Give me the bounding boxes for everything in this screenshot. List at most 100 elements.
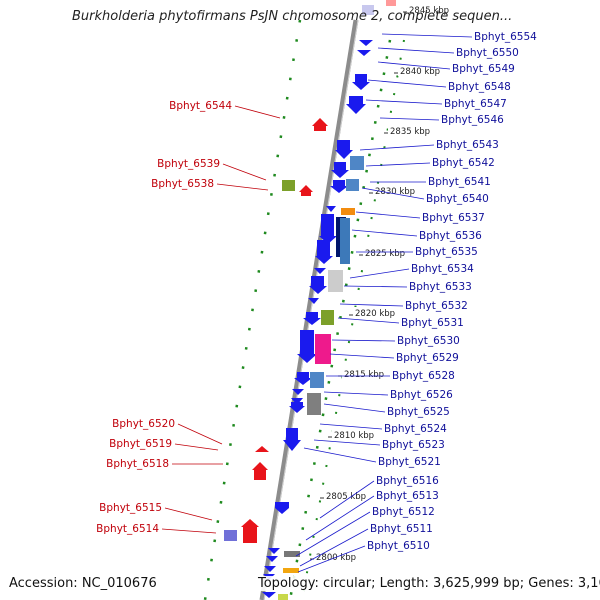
gene-label-right[interactable]: Bphyt_6510 bbox=[367, 540, 430, 552]
gene-label-right[interactable]: Bphyt_6536 bbox=[419, 230, 482, 242]
ruler-label-bg bbox=[373, 185, 421, 196]
gene-label-right[interactable]: Bphyt_6512 bbox=[372, 506, 435, 518]
gene-label-right[interactable]: Bphyt_6532 bbox=[405, 300, 468, 312]
gene-label-left[interactable]: Bphyt_6538 bbox=[151, 178, 214, 190]
gene-features[interactable] bbox=[224, 0, 396, 600]
gene-label-right[interactable]: Bphyt_6534 bbox=[411, 263, 474, 275]
gene-feature-steelblue[interactable] bbox=[310, 372, 324, 388]
gene-feature-reverse[interactable] bbox=[264, 566, 276, 572]
leader-line bbox=[174, 443, 219, 451]
gene-feature-forward[interactable] bbox=[255, 446, 269, 452]
gene-label-right[interactable]: Bphyt_6529 bbox=[396, 352, 459, 364]
gene-feature-reverse[interactable] bbox=[308, 298, 319, 304]
gene-label-right[interactable]: Bphyt_6533 bbox=[409, 281, 472, 293]
gene-label-right[interactable]: Bphyt_6537 bbox=[422, 212, 485, 224]
gene-label-right[interactable]: Bphyt_6530 bbox=[397, 335, 460, 347]
gene-feature-reverse[interactable] bbox=[357, 50, 371, 56]
right-leader-lines bbox=[295, 33, 473, 573]
gene-feature-reverse[interactable] bbox=[352, 74, 370, 90]
gene-feature-reverse[interactable] bbox=[291, 398, 303, 405]
left-gene-labels[interactable]: Bphyt_6544 Bphyt_6539 Bphyt_6538 Bphyt_6520… bbox=[96, 100, 232, 535]
gene-feature-reverse[interactable] bbox=[346, 96, 366, 114]
gene-feature-reverse[interactable] bbox=[289, 402, 305, 413]
gene-feature-reverse[interactable] bbox=[335, 140, 353, 159]
gene-feature-pink[interactable] bbox=[386, 0, 396, 6]
gene-feature-reverse[interactable] bbox=[303, 312, 321, 325]
gene-label-left[interactable]: Bphyt_6518 bbox=[106, 458, 169, 470]
gene-label-right[interactable]: Bphyt_6511 bbox=[370, 523, 433, 535]
gene-label-right[interactable]: Bphyt_6543 bbox=[436, 139, 499, 151]
gene-feature-forward[interactable] bbox=[241, 519, 259, 543]
gene-label-right[interactable]: Bphyt_6542 bbox=[432, 157, 495, 169]
left-leader-lines bbox=[161, 105, 281, 534]
gene-label-left[interactable]: Bphyt_6544 bbox=[169, 100, 232, 112]
gene-feature-reverse[interactable] bbox=[294, 372, 312, 385]
gene-feature-reverse[interactable] bbox=[297, 330, 317, 363]
gene-feature-steelblue[interactable] bbox=[346, 179, 359, 191]
leader-line bbox=[343, 285, 408, 288]
gene-feature-steelblue[interactable] bbox=[350, 156, 364, 170]
gene-feature-reverse[interactable] bbox=[359, 40, 373, 46]
gene-feature-reverse[interactable] bbox=[275, 502, 289, 514]
ruler-tick-label: 2840 kbp bbox=[400, 67, 440, 77]
gene-label-left[interactable]: Bphyt_6519 bbox=[109, 438, 172, 450]
gene-label-right[interactable]: Bphyt_6524 bbox=[384, 423, 447, 435]
gene-feature-reverse[interactable] bbox=[330, 180, 348, 193]
gene-label-right[interactable]: Bphyt_6540 bbox=[426, 193, 489, 205]
gene-label-right[interactable]: Bphyt_6547 bbox=[444, 98, 507, 110]
gene-feature-reverse[interactable] bbox=[292, 389, 304, 395]
gene-label-right[interactable]: Bphyt_6548 bbox=[448, 81, 511, 93]
gene-feature-slateblue[interactable] bbox=[224, 530, 237, 541]
gene-feature-magenta[interactable] bbox=[315, 334, 331, 364]
gene-feature-forward[interactable] bbox=[312, 118, 328, 131]
gene-feature-reverse[interactable] bbox=[319, 214, 337, 244]
gene-label-right[interactable]: Bphyt_6521 bbox=[378, 456, 441, 468]
gene-feature-reverse[interactable] bbox=[283, 428, 301, 451]
gene-label-right[interactable]: Bphyt_6549 bbox=[452, 63, 515, 75]
gene-label-right[interactable]: Bphyt_6528 bbox=[392, 370, 455, 382]
gene-label-right[interactable]: Bphyt_6516 bbox=[376, 475, 439, 487]
gene-feature-orange[interactable] bbox=[341, 208, 355, 215]
gene-label-right[interactable]: Bphyt_6535 bbox=[415, 246, 478, 258]
gene-label-right[interactable]: Bphyt_6523 bbox=[382, 439, 445, 451]
right-gene-labels[interactable]: Bphyt_6554 Bphyt_6550 Bphyt_6549 Bphyt_6548… bbox=[367, 31, 537, 552]
gene-label-right[interactable]: Bphyt_6526 bbox=[390, 389, 453, 401]
gene-feature-reverse[interactable] bbox=[326, 206, 336, 212]
leader-line bbox=[379, 117, 440, 121]
gene-feature-gray[interactable] bbox=[284, 551, 300, 557]
gene-feature-reverse[interactable] bbox=[309, 276, 327, 294]
leader-line bbox=[377, 61, 451, 70]
gene-label-right[interactable]: Bphyt_6546 bbox=[441, 114, 504, 126]
gene-label-right[interactable]: Bphyt_6550 bbox=[456, 47, 519, 59]
gene-label-right[interactable]: Bphyt_6525 bbox=[387, 406, 450, 418]
gene-feature-yellowgreen[interactable] bbox=[278, 594, 288, 600]
gene-feature-olive[interactable] bbox=[321, 310, 334, 325]
gene-label-right[interactable]: Bphyt_6513 bbox=[376, 490, 439, 502]
gene-feature-reverse[interactable] bbox=[266, 556, 278, 562]
gene-feature-lightgray[interactable] bbox=[328, 270, 343, 292]
leader-line bbox=[177, 423, 223, 445]
gene-label-right[interactable]: Bphyt_6554 bbox=[474, 31, 537, 43]
gene-feature-reverse[interactable] bbox=[268, 548, 280, 554]
gene-feature-orange[interactable] bbox=[283, 568, 299, 573]
gene-feature-olive[interactable] bbox=[282, 180, 295, 191]
gene-label-left[interactable]: Bphyt_6520 bbox=[112, 418, 175, 430]
gene-label-right[interactable]: Bphyt_6541 bbox=[428, 176, 491, 188]
gene-label-right[interactable]: Bphyt_6531 bbox=[401, 317, 464, 329]
gene-label-left[interactable]: Bphyt_6514 bbox=[96, 523, 159, 535]
ruler-label-bg bbox=[353, 307, 401, 318]
gene-feature-forward[interactable] bbox=[252, 462, 268, 480]
gene-feature-slateblue[interactable] bbox=[362, 5, 374, 15]
gene-label-left[interactable]: Bphyt_6539 bbox=[157, 158, 220, 170]
gene-label-left[interactable]: Bphyt_6515 bbox=[99, 502, 162, 514]
gene-feature-steelblue[interactable] bbox=[340, 218, 350, 264]
gene-feature-reverse[interactable] bbox=[314, 268, 326, 274]
gene-feature-reverse[interactable] bbox=[315, 240, 333, 264]
ruler-label-bg bbox=[363, 247, 411, 258]
gene-feature-reverse[interactable] bbox=[331, 162, 349, 178]
gene-feature-gray[interactable] bbox=[307, 393, 321, 415]
ruler-label-bg bbox=[324, 490, 372, 501]
gene-feature-forward[interactable] bbox=[299, 185, 313, 196]
gene-feature-reverse[interactable] bbox=[262, 592, 276, 598]
